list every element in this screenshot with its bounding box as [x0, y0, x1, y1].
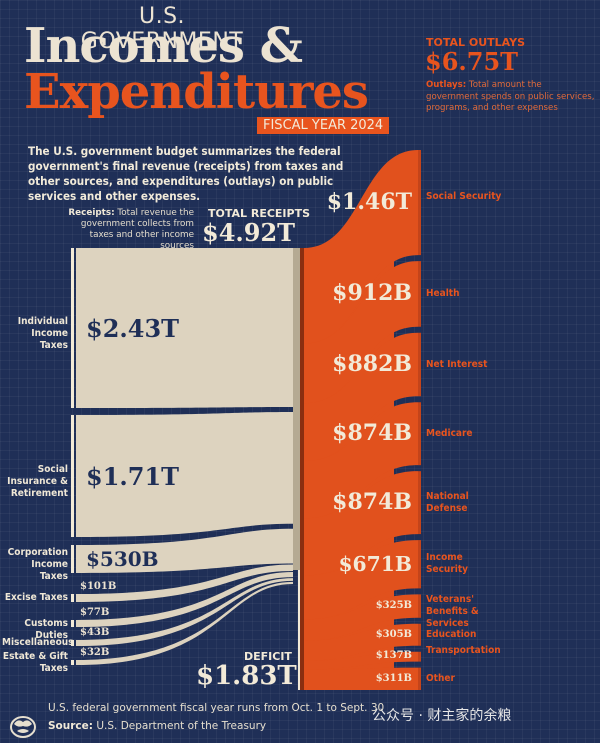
outlay-flow-2: [304, 332, 418, 462]
fiscal-year-badge: FISCAL YEAR 2024: [257, 117, 390, 134]
outlay-category-label: Medicare: [426, 427, 473, 439]
receipt-bar-5: [71, 640, 74, 646]
outlay-bar-9: [418, 667, 421, 690]
outlay-bar-7: [418, 623, 421, 646]
receipt-bar-3: [71, 594, 74, 602]
outlay-value-label: $137B: [375, 650, 412, 662]
outlay-flow-5: [304, 540, 418, 620]
receipt-value-label: $101B: [80, 581, 117, 592]
outlay-value-label: $305B: [375, 628, 412, 640]
receipt-value-label: $530B: [86, 547, 159, 571]
source-line: Source: U.S. Department of the Treasury: [48, 720, 266, 732]
outlay-bar-0: [418, 150, 421, 256]
outlay-flow-1: [304, 261, 418, 404]
receipt-flow-2: [76, 528, 293, 573]
total-outlays-label: TOTAL OUTLAYS: [426, 36, 525, 49]
outlays-description: Outlays: Total amount the government spe…: [426, 80, 596, 115]
receipt-value-label: $2.43T: [86, 313, 180, 343]
outlay-category-label: Veterans' Benefits & Services: [426, 594, 479, 630]
outlay-value-label: $1.46T: [326, 188, 412, 215]
receipt-bar-2: [71, 545, 74, 573]
outlay-bar-5: [418, 540, 421, 589]
receipt-category-label: Corporation Income Taxes: [7, 547, 68, 582]
deficit-label: DEFICIT: [244, 650, 292, 663]
watermark: 公众号 · 财主家的余粮: [372, 708, 512, 724]
outlay-bar-2: [418, 332, 421, 397]
outlay-value-label: $874B: [332, 488, 412, 515]
receipt-category-label: Miscellaneous: [2, 637, 74, 648]
deficit-value: $1.83T: [196, 661, 297, 691]
outlay-bar-6: [418, 594, 421, 618]
receipt-value-label: $43B: [80, 627, 110, 638]
outlay-value-label: $671B: [338, 551, 412, 576]
receipt-category-label: Individual Income Taxes: [17, 316, 68, 351]
receipts-column-edge: [293, 248, 301, 570]
receipts-description: Receipts: Total revenue the government c…: [60, 208, 194, 252]
source-label: Source:: [48, 720, 93, 732]
outlay-value-label: $325B: [375, 599, 412, 611]
receipt-flow-0: [76, 248, 293, 408]
source-text: U.S. Department of the Treasury: [96, 720, 267, 732]
fiscal-year-note: U.S. federal government fiscal year runs…: [48, 702, 385, 714]
outlays-desc-text: Total amount the government spends on pu…: [426, 80, 595, 113]
receipt-category-label: Customs Duties: [24, 617, 68, 641]
outlay-bar-8: [418, 651, 421, 662]
outlay-category-label: Transportation: [426, 644, 501, 656]
receipt-category-label: Estate & Gift Taxes: [2, 650, 68, 674]
outlay-category-label: Social Security: [426, 190, 502, 202]
total-receipts-value: $4.92T: [202, 218, 296, 247]
logo-icon: [10, 716, 36, 738]
title-expenditures: Expenditures: [24, 64, 369, 120]
outlay-value-label: $874B: [332, 420, 412, 447]
outlay-flow-8: [304, 651, 418, 670]
outlay-value-label: $882B: [332, 350, 412, 377]
outlay-bar-4: [418, 471, 421, 535]
receipt-bar-6: [71, 660, 74, 665]
outlay-bar-1: [418, 261, 421, 327]
outlays-desc-bold: Outlays:: [426, 80, 467, 90]
outlay-flow-0: [304, 150, 418, 344]
outlays-column-edge: [300, 248, 304, 690]
outlay-bar-3: [418, 402, 421, 466]
outlay-category-label: Income Security: [426, 552, 469, 576]
receipt-flow-6: [76, 581, 293, 665]
outlay-category-label: Education: [426, 628, 477, 640]
outlay-category-label: Other: [426, 672, 455, 684]
outlay-category-label: Health: [426, 287, 460, 299]
receipts-desc-bold: Receipts:: [68, 208, 115, 218]
outlay-category-label: National Defense: [426, 490, 469, 514]
receipt-value-label: $77B: [80, 607, 110, 618]
outlay-flow-4: [304, 471, 418, 576]
receipt-bar-1: [71, 415, 74, 537]
receipt-flow-4: [76, 572, 293, 627]
receipt-flow-5: [76, 578, 293, 646]
receipt-flow-3: [76, 564, 293, 602]
receipt-bar-4: [71, 620, 74, 627]
outlay-value-label: $912B: [332, 280, 412, 307]
title-incomes: Incomes &: [24, 18, 303, 74]
intro-text: The U.S. government budget summarizes th…: [28, 144, 344, 203]
receipt-value-label: $1.71T: [86, 461, 180, 491]
outlay-flow-6: [304, 594, 418, 641]
outlay-flow-7: [304, 623, 418, 661]
receipt-category-label: Social Insurance & Retirement: [7, 464, 68, 499]
outlay-flow-9: [304, 667, 418, 690]
outlay-category-label: Net Interest: [426, 358, 488, 370]
receipt-bar-0: [71, 248, 74, 408]
eyebrow-title: U.S. GOVERNMENT: [80, 4, 244, 54]
total-outlays-value: $6.75T: [425, 47, 519, 76]
outlay-flow-3: [304, 402, 418, 519]
receipt-flow-1: [76, 411, 293, 537]
receipts-desc-text: Total revenue the government collects fr…: [80, 208, 194, 251]
outlay-value-label: $311B: [375, 672, 412, 684]
receipt-value-label: $32B: [80, 647, 110, 658]
total-receipts-label: TOTAL RECEIPTS: [208, 207, 311, 220]
receipt-category-label: Excise Taxes: [4, 592, 68, 603]
